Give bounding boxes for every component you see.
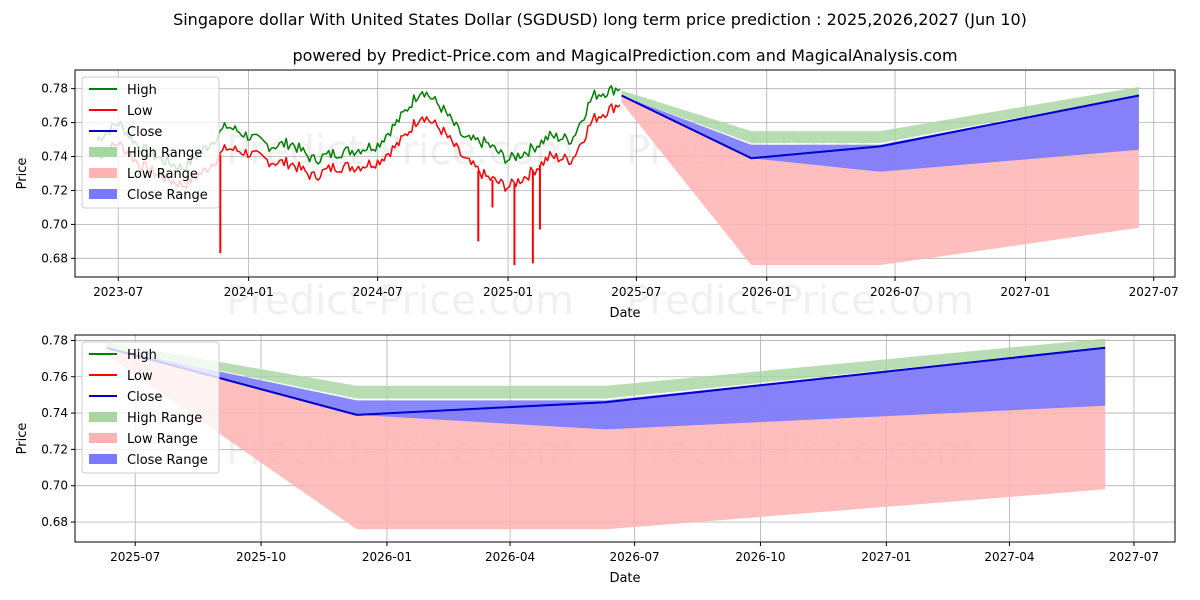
y-tick-label: 0.78 bbox=[41, 333, 68, 347]
x-tick-label: 2027-01 bbox=[861, 550, 911, 564]
x-tick-label: 2026-10 bbox=[735, 550, 785, 564]
y-tick-label: 0.74 bbox=[41, 150, 68, 164]
legend-label: High bbox=[127, 83, 157, 98]
legend-swatch-patch bbox=[89, 454, 117, 464]
close-range-band bbox=[106, 347, 1106, 430]
x-tick-label: 2027-01 bbox=[1000, 285, 1050, 299]
legend-label: High Range bbox=[127, 411, 202, 426]
high-range-band bbox=[621, 87, 1139, 143]
y-tick-label: 0.68 bbox=[41, 251, 68, 265]
axes-frame bbox=[74, 69, 1176, 278]
legend: High Low Close High Range Low Range Close Ran… bbox=[81, 341, 220, 474]
legend-label: Close bbox=[127, 125, 162, 140]
watermark-text: Predict-Price.com bbox=[226, 278, 574, 324]
x-tick-label: 2023-07 bbox=[93, 285, 143, 299]
legend-label: Low bbox=[127, 369, 153, 384]
x-tick-label: 2024-01 bbox=[224, 285, 274, 299]
y-tick-label: 0.72 bbox=[41, 183, 68, 197]
x-tick-label: 2027-04 bbox=[984, 550, 1034, 564]
legend-swatch-patch bbox=[89, 189, 117, 199]
legend-label: High bbox=[127, 348, 157, 363]
y-tick-label: 0.70 bbox=[41, 217, 68, 231]
axes-frame bbox=[74, 334, 1176, 543]
legend-label: Low Range bbox=[127, 167, 198, 182]
legend-label: Close Range bbox=[127, 188, 208, 203]
x-tick-label: 2024-07 bbox=[353, 285, 403, 299]
legend-label: Close bbox=[127, 390, 162, 405]
x-tick-label: 2027-07 bbox=[1129, 285, 1179, 299]
y-tick-label: 0.68 bbox=[41, 515, 68, 529]
x-tick-label: 2026-04 bbox=[485, 550, 535, 564]
y-tick-label: 0.74 bbox=[41, 406, 68, 420]
x-tick-label: 2025-07 bbox=[611, 285, 661, 299]
y-tick-label: 0.76 bbox=[41, 116, 68, 130]
y-tick-label: 0.70 bbox=[41, 479, 68, 493]
y-tick-label: 0.76 bbox=[41, 370, 68, 384]
x-axis-label: Date bbox=[609, 306, 640, 321]
watermark-text: Predict-Price.com bbox=[626, 278, 974, 324]
close-range-band bbox=[621, 95, 1139, 172]
x-tick-label: 2025-07 bbox=[110, 550, 160, 564]
legend-label: Low bbox=[127, 104, 153, 119]
x-axis-label: Date bbox=[609, 571, 640, 586]
y-tick-label: 0.72 bbox=[41, 442, 68, 456]
x-tick-label: 2027-07 bbox=[1109, 550, 1159, 564]
x-tick-label: 2026-07 bbox=[870, 285, 920, 299]
legend-swatch-patch bbox=[89, 168, 117, 178]
y-axis-label: Price bbox=[15, 423, 30, 455]
x-tick-label: 2026-07 bbox=[610, 550, 660, 564]
legend-label: High Range bbox=[127, 146, 202, 161]
chart-panel-1: Predict-Price.com Predict-Price.com Predic… bbox=[15, 69, 1179, 324]
chart-subtitle: powered by Predict-Price.com and Magical… bbox=[292, 46, 957, 65]
high-range-band bbox=[106, 338, 1106, 399]
chart-panel-2: Predict-Price.comPredict-Price.com2025-0… bbox=[15, 333, 1176, 586]
legend-swatch-patch bbox=[89, 147, 117, 157]
legend-swatch-patch bbox=[89, 412, 117, 422]
x-tick-label: 2026-01 bbox=[362, 550, 412, 564]
legend-swatch-patch bbox=[89, 433, 117, 443]
x-tick-label: 2025-10 bbox=[236, 550, 286, 564]
watermark-text: Predict-Price.com bbox=[226, 128, 574, 174]
close-forecast-line bbox=[106, 346, 1106, 416]
x-tick-label: 2026-01 bbox=[742, 285, 792, 299]
y-axis-label: Price bbox=[15, 158, 30, 190]
y-tick-label: 0.78 bbox=[41, 82, 68, 96]
legend-label: Close Range bbox=[127, 453, 208, 468]
close-forecast-line bbox=[621, 94, 1140, 160]
legend: High Low Close High Range Low Range Close Ran… bbox=[81, 76, 220, 209]
x-tick-label: 2025-01 bbox=[483, 285, 533, 299]
chart-title: Singapore dollar With United States Doll… bbox=[173, 10, 1027, 29]
legend-label: Low Range bbox=[127, 432, 198, 447]
